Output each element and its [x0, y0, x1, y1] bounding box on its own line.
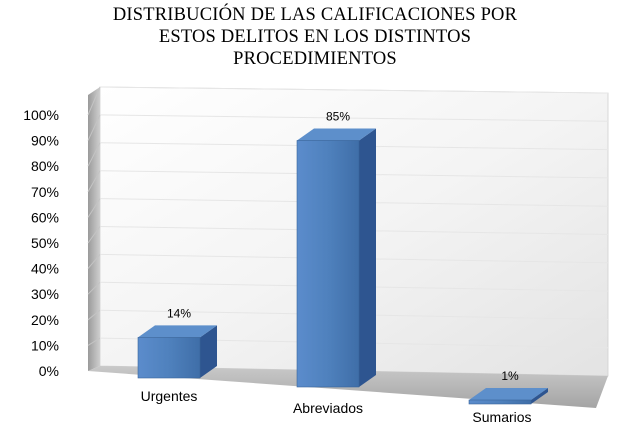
gridline-side	[87, 114, 101, 141]
bar-sumarios	[468, 388, 548, 405]
data-label: 1%	[501, 369, 519, 383]
y-tick-label: 40%	[31, 261, 59, 277]
category-label: Abreviados	[293, 400, 363, 416]
chart-title-line-1: DISTRIBUCIÓN DE LAS CALIFICACIONES POR	[112, 5, 518, 25]
y-tick-label: 0%	[39, 363, 59, 379]
chart-title-line-2: ESTOS DELITOS EN LOS DISTINTOS	[158, 27, 472, 47]
y-tick-label: 20%	[31, 312, 59, 328]
gridline-side	[87, 198, 101, 218]
gridline-side	[87, 86, 101, 116]
bar-front	[296, 140, 360, 388]
y-tick-label: 50%	[31, 235, 59, 251]
side-wall	[88, 87, 100, 371]
gridline-side	[87, 309, 101, 321]
gridline-side	[87, 170, 101, 193]
y-tick-label: 100%	[23, 107, 59, 123]
gridline-side	[87, 226, 101, 244]
gridline-side	[87, 281, 101, 295]
bar-top	[469, 388, 548, 400]
gridline-side	[87, 337, 101, 346]
y-tick-label: 80%	[31, 158, 59, 174]
bar-side	[359, 128, 376, 387]
y-tick-label: 70%	[31, 184, 59, 200]
bar-urgentes	[137, 325, 217, 379]
bar-abreviados	[296, 128, 376, 388]
y-tick-label: 30%	[31, 286, 59, 302]
y-tick-label: 90%	[31, 133, 59, 149]
bar-side	[200, 325, 217, 378]
chart-title-line-3: PROCEDIMIENTOS	[233, 49, 397, 69]
bar-front	[137, 337, 201, 379]
gridline	[99, 86, 609, 94]
y-tick-label: 10%	[31, 337, 59, 353]
data-label: 14%	[167, 306, 191, 320]
bar-front	[468, 399, 532, 405]
bar-top	[297, 128, 376, 141]
gridline	[99, 114, 609, 122]
gridline-side	[87, 142, 101, 167]
category-label: Sumarios	[472, 409, 531, 425]
data-label: 85%	[326, 110, 350, 124]
gridline-side	[87, 254, 101, 269]
category-label: Urgentes	[141, 388, 198, 404]
bar-side	[531, 388, 548, 404]
bar-top	[138, 325, 217, 338]
y-tick-label: 60%	[31, 209, 59, 225]
chart-title: DISTRIBUCIÓN DE LAS CALIFICACIONES POR E…	[60, 4, 570, 70]
